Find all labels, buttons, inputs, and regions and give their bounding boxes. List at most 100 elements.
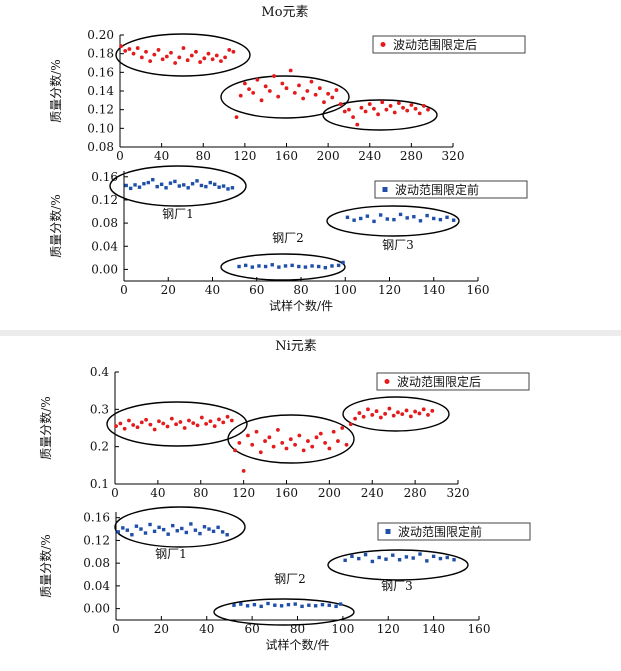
data-point xyxy=(148,59,153,64)
x-tick-label: 200 xyxy=(318,486,341,500)
legend-box xyxy=(374,180,528,199)
data-point xyxy=(280,441,285,445)
data-point xyxy=(226,187,230,191)
data-point xyxy=(250,442,255,447)
data-point xyxy=(237,264,241,269)
data-point xyxy=(133,183,137,187)
data-point xyxy=(247,87,251,92)
data-point xyxy=(185,58,190,63)
data-point xyxy=(159,182,164,187)
data-point xyxy=(161,527,166,532)
data-point xyxy=(251,90,256,95)
legend-label: 波动范围限定后 xyxy=(393,37,477,52)
data-point xyxy=(310,264,314,268)
data-point xyxy=(174,422,178,427)
x-tick-label: 240 xyxy=(361,486,384,500)
data-point xyxy=(208,419,213,424)
data-point xyxy=(217,417,221,422)
data-point xyxy=(221,184,226,188)
x-tick-label: 140 xyxy=(422,283,445,297)
data-point xyxy=(392,110,397,115)
data-point xyxy=(280,81,285,86)
data-point xyxy=(301,448,306,453)
data-point xyxy=(267,435,272,440)
data-point xyxy=(404,555,409,559)
y-axis-label: 质量分数/% xyxy=(38,534,53,597)
data-point xyxy=(297,433,302,438)
x-tick-label: 0 xyxy=(112,622,120,636)
plant-label: 钢厂1 xyxy=(155,547,187,561)
data-point xyxy=(347,107,351,112)
data-point xyxy=(372,219,376,224)
legend-marker xyxy=(382,187,388,192)
data-point xyxy=(286,602,291,607)
legend-label: 波动范围限定后 xyxy=(397,374,481,389)
data-point xyxy=(326,91,331,96)
data-point xyxy=(259,604,263,609)
chart-0: Mo元素 0.08 0.10 0.12 0.14 0.16 0.18 0.20 0 40 80 120… xyxy=(48,5,526,163)
data-point xyxy=(263,84,268,89)
data-point xyxy=(310,444,315,449)
x-tick-label: 40 xyxy=(205,283,220,297)
data-point xyxy=(119,44,123,49)
data-point xyxy=(155,184,159,189)
data-point xyxy=(263,264,268,269)
data-point xyxy=(392,217,396,222)
plant-label: 钢厂3 xyxy=(381,579,413,593)
data-point xyxy=(255,77,260,82)
data-point xyxy=(254,429,259,434)
data-point xyxy=(323,441,327,445)
group-ellipse xyxy=(326,205,460,237)
legend: 波动范围限定前 xyxy=(377,522,531,541)
x-tick-label: 160 xyxy=(467,283,490,297)
data-point xyxy=(263,439,267,443)
mo-panel: Mo元素 0.08 0.10 0.12 0.14 0.16 0.18 0.20 0 40 80 120… xyxy=(0,0,621,330)
data-point xyxy=(241,469,246,473)
x-tick-label: 160 xyxy=(275,486,298,500)
chart-title: Mo元素 xyxy=(261,5,308,20)
group-ellipse xyxy=(327,549,469,581)
data-point xyxy=(425,559,429,563)
data-point xyxy=(307,603,311,607)
data-point xyxy=(342,109,347,114)
data-point xyxy=(353,416,357,421)
data-point xyxy=(334,604,338,609)
data-point xyxy=(370,559,375,564)
data-point xyxy=(190,182,195,186)
data-point xyxy=(156,48,161,52)
data-point xyxy=(391,553,395,557)
data-point xyxy=(366,407,370,412)
data-point xyxy=(398,212,403,217)
data-point xyxy=(426,413,430,417)
x-tick-label: 80 xyxy=(193,486,208,500)
data-point xyxy=(343,558,347,563)
legend-box xyxy=(376,372,530,391)
data-point xyxy=(452,558,456,562)
y-tick-label: 0.10 xyxy=(87,121,114,135)
y-axis-label: 质量分数/% xyxy=(38,396,53,459)
y-tick-label: 0.16 xyxy=(83,511,110,525)
x-tick-label: 60 xyxy=(249,283,264,297)
data-point xyxy=(177,55,182,60)
data-point xyxy=(421,407,426,412)
data-point xyxy=(184,530,189,535)
data-point xyxy=(317,86,322,91)
y-tick-label: 0.08 xyxy=(87,140,114,154)
group-ellipse xyxy=(227,414,355,464)
data-point xyxy=(142,182,146,186)
data-point xyxy=(271,444,276,449)
data-point xyxy=(187,418,191,423)
data-point xyxy=(385,217,389,221)
group-ellipse xyxy=(115,33,251,77)
y-tick-label: 0.16 xyxy=(87,65,114,79)
data-point xyxy=(144,417,148,422)
chart-1: 0.00 0.04 0.08 0.12 0.16 0 20 40 60 80 100 120 140 16… xyxy=(48,165,528,313)
x-tick-label: 280 xyxy=(404,486,427,500)
data-point xyxy=(355,122,360,127)
data-point xyxy=(279,604,284,608)
data-point xyxy=(344,442,349,447)
data-point xyxy=(338,602,343,606)
legend-marker xyxy=(384,379,390,384)
chart-2: Ni元素 0.1 0.2 0.3 0.4 0 40 80 120 160 200 240 280 320 质… xyxy=(38,339,530,500)
